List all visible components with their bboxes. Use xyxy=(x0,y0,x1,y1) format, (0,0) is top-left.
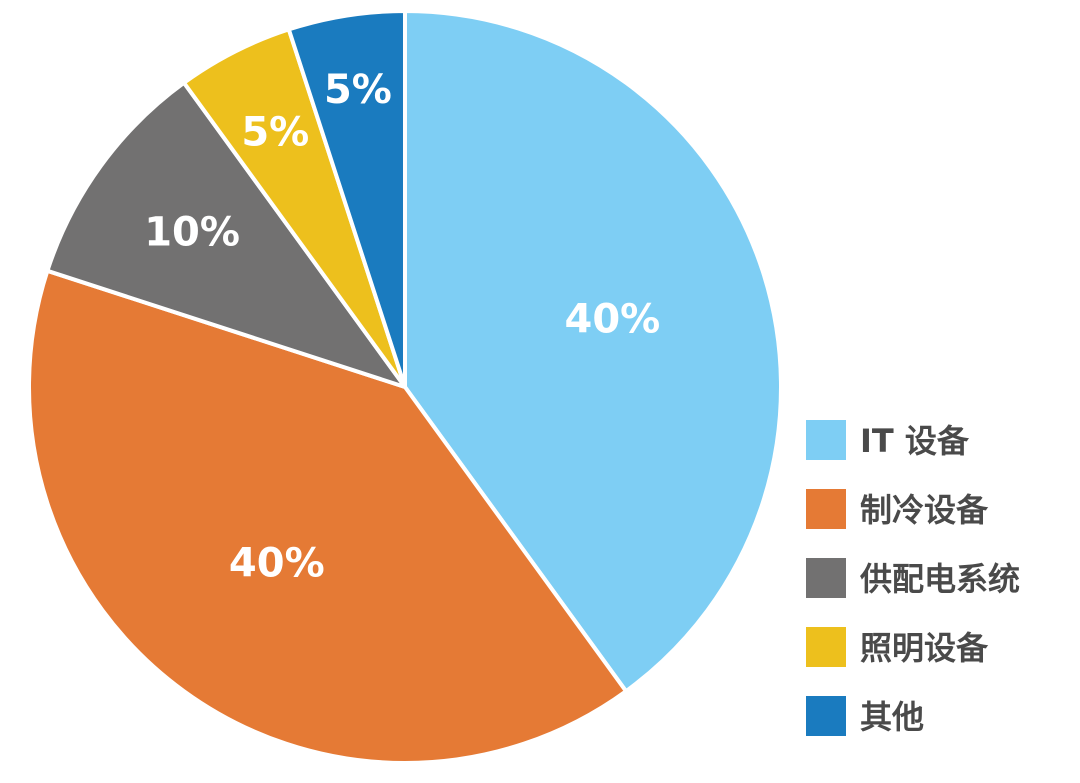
legend-swatch xyxy=(806,420,846,460)
legend-label: 供配电系统 xyxy=(860,560,1020,598)
pie-slices xyxy=(27,9,783,765)
legend-swatch xyxy=(806,489,846,529)
slice-value-label: 5% xyxy=(241,109,309,155)
slice-value-label: 40% xyxy=(565,297,661,343)
slice-value-label: 10% xyxy=(144,209,240,255)
legend-label: IT 设备 xyxy=(860,422,970,460)
legend-label: 其他 xyxy=(860,698,924,736)
pie-slice xyxy=(27,268,629,765)
pie-slice-labels: 40% 40% 10% 5% 5% xyxy=(144,67,660,587)
pie-slice xyxy=(403,9,783,694)
slice-value-label: 40% xyxy=(229,540,325,586)
pie-slice xyxy=(286,9,407,389)
legend-label: 照明设备 xyxy=(860,629,989,667)
legend-swatch xyxy=(806,696,846,736)
slice-value-label: 5% xyxy=(324,67,392,113)
legend-swatch xyxy=(806,558,846,598)
pie-slice xyxy=(45,80,407,389)
legend-label: 制冷设备 xyxy=(860,491,989,529)
legend-swatch xyxy=(806,627,846,667)
